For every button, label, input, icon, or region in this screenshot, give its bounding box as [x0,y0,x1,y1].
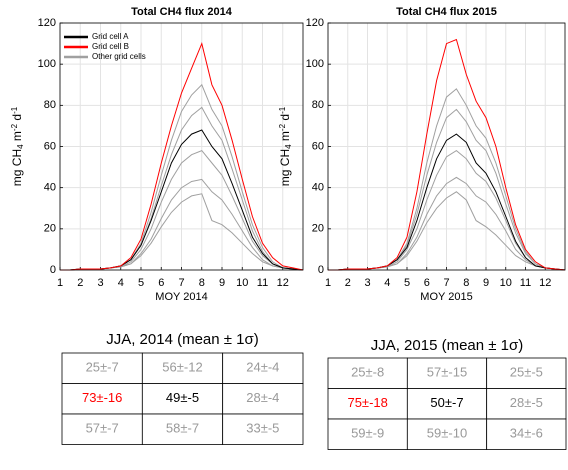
y-tick-label: 100 [306,58,324,70]
y-axis-label-part: -2 [278,123,287,131]
y-axis-label-part: mg CH [10,149,24,186]
table-cell-text: 59±-9 [351,426,384,441]
x-tick-label: 5 [404,277,410,289]
table-cell [486,418,567,450]
x-tick-label: 4 [118,277,124,289]
table-cell-text: 57±-7 [86,421,119,436]
x-tick-label: 4 [384,277,390,289]
y-axis-label-part: 4 [16,144,25,149]
x-tick-label: 10 [236,277,248,289]
x-tick-label: 10 [500,277,512,289]
y-tick-label: 0 [50,264,56,276]
table-cell-text: 34±-6 [510,426,543,441]
x-axis-label: MOY 2015 [420,291,472,303]
x-tick-label: 5 [138,277,144,289]
table-cell-text: 25±-7 [86,360,119,375]
x-tick-label: 1 [57,277,63,289]
plot-frame [59,22,304,271]
chart-title: Total CH4 flux 2015 [396,6,497,18]
table-cell-text: 58±-7 [166,421,199,436]
y-tick-label: 120 [38,17,56,29]
legend-label: Other grid cells [92,52,146,61]
table-cell [486,357,567,389]
y-axis-label-part: -2 [10,123,19,131]
x-tick-label: 2 [345,277,351,289]
x-tick-label: 7 [443,277,449,289]
table-cell [222,413,304,445]
series-line [60,41,304,271]
y-axis-label: mg CH4 m-2 d-1 [278,106,293,186]
table-cell [61,413,143,445]
table-cell-text: 59±-10 [427,426,467,441]
y-tick-label: 40 [312,182,324,194]
table-cell-text: 56±-12 [162,360,202,375]
y-tick-label: 40 [44,182,56,194]
table-cell-text: 75±-18 [347,395,387,410]
x-tick-label: 7 [178,277,184,289]
x-tick-label: 3 [97,277,103,289]
x-tick-label: 2 [77,277,83,289]
table-cell-text: 25±-5 [510,365,543,380]
table-cell-text: 57±-15 [427,365,467,380]
table-cell-text: 49±-5 [166,390,199,405]
y-tick-label: 20 [44,223,56,235]
y-axis-label-part: m [10,131,24,144]
x-tick-label: 8 [199,277,205,289]
x-tick-label: 11 [520,277,531,289]
legend-label: Grid cell B [92,42,129,51]
x-tick-label: 12 [539,277,551,289]
legend-label: Grid cell A [92,32,129,41]
table-cell-text: 50±-7 [430,395,463,410]
table-cell [327,418,408,450]
table-title: JJA, 2014 (mean ± 1σ) [106,331,259,348]
x-tick-label: 6 [424,277,430,289]
x-tick-label: 8 [463,277,469,289]
y-axis-label: mg CH4 m-2 d-1 [10,106,25,186]
table-cell [486,388,567,420]
y-tick-label: 0 [318,264,324,276]
y-axis-label-part: -1 [10,106,19,114]
y-tick-label: 80 [44,99,56,111]
y-axis-label-part: mg CH [278,149,292,186]
y-tick-label: 60 [44,140,56,152]
table-title: JJA, 2015 (mean ± 1σ) [371,337,524,354]
table-cell-text: 73±-16 [82,390,122,405]
x-tick-label: 12 [277,277,289,289]
y-tick-label: 20 [312,223,324,235]
y-axis-label-part: d [10,114,24,124]
table-cell-text: 28±-4 [246,390,279,405]
y-tick-label: 60 [312,140,324,152]
y-tick-label: 100 [38,58,56,70]
x-tick-label: 11 [257,277,268,289]
table-cell [222,352,304,384]
x-tick-label: 3 [364,277,370,289]
series-line [328,38,566,271]
table-cell-text: 25±-8 [351,365,384,380]
x-tick-label: 1 [325,277,331,289]
y-axis-label-part: -1 [278,106,287,114]
chart-title: Total CH4 flux 2014 [131,6,233,18]
table-cell [141,413,224,445]
x-tick-label: 6 [158,277,164,289]
y-axis-label-part: d [278,114,292,124]
x-tick-label: 9 [483,277,489,289]
table-cell [61,383,143,415]
y-tick-label: 120 [306,17,324,29]
plot-frame [327,22,566,271]
table-cell-text: 24±-4 [246,360,279,375]
table-cell [406,418,488,450]
table-cell [222,383,304,415]
table-cell-text: 33±-5 [246,421,279,436]
x-tick-label: 9 [219,277,225,289]
y-tick-label: 80 [312,99,324,111]
y-axis-label-part: 4 [284,144,293,149]
x-axis-label: MOY 2014 [155,291,207,303]
y-axis-label-part: m [278,131,292,144]
table-cell-text: 28±-5 [510,395,543,410]
